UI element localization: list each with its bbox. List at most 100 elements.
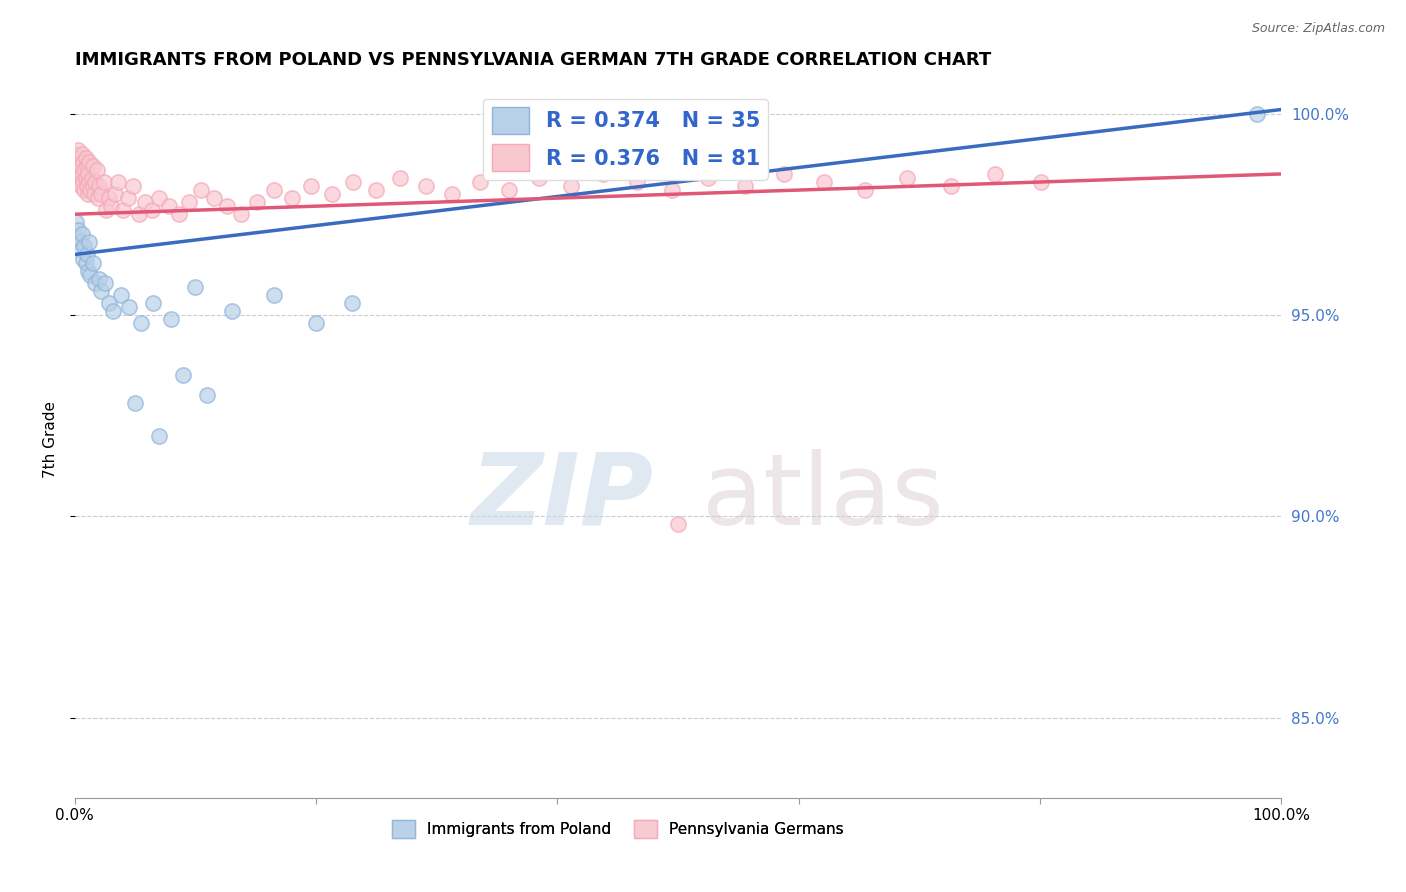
Point: [342, 175, 364, 189]
Point: [70, 146, 93, 161]
Point: [666, 517, 689, 532]
Point: [498, 183, 520, 197]
Point: [415, 179, 437, 194]
Point: [128, 207, 150, 221]
Point: [79, 183, 101, 197]
Text: Source: ZipAtlas.com: Source: ZipAtlas.com: [1251, 22, 1385, 36]
Point: [167, 207, 190, 221]
Point: [246, 195, 269, 210]
Point: [94, 203, 117, 218]
Point: [66, 175, 89, 189]
Point: [76, 159, 98, 173]
Point: [103, 303, 125, 318]
Point: [77, 154, 100, 169]
Point: [100, 199, 122, 213]
Point: [190, 183, 212, 197]
Point: [84, 276, 107, 290]
Point: [626, 175, 648, 189]
Point: [142, 295, 165, 310]
Point: [468, 175, 491, 189]
Point: [1029, 175, 1052, 189]
Point: [77, 235, 100, 250]
Point: [70, 227, 93, 242]
Point: [773, 167, 796, 181]
Point: [592, 167, 614, 181]
Point: [84, 175, 107, 189]
Point: [82, 179, 104, 194]
Y-axis label: 7th Grade: 7th Grade: [44, 401, 58, 478]
Point: [148, 428, 170, 442]
Point: [853, 183, 876, 197]
Point: [281, 191, 304, 205]
Point: [124, 396, 146, 410]
Point: [75, 171, 97, 186]
Point: [299, 179, 322, 194]
Point: [97, 191, 120, 205]
Point: [121, 179, 143, 194]
Point: [67, 163, 90, 178]
Text: atlas: atlas: [702, 449, 943, 546]
Point: [661, 183, 683, 197]
Point: [134, 195, 156, 210]
Point: [148, 191, 170, 205]
Point: [560, 179, 582, 194]
Point: [73, 163, 96, 178]
Point: [305, 316, 328, 330]
Point: [104, 187, 127, 202]
Point: [65, 167, 87, 181]
Point: [69, 159, 91, 173]
Point: [73, 239, 96, 253]
Point: [69, 235, 91, 250]
Point: [76, 247, 98, 261]
Point: [157, 199, 180, 213]
Point: [83, 187, 105, 202]
Point: [141, 203, 163, 218]
Point: [66, 231, 89, 245]
Point: [72, 154, 94, 169]
Point: [1246, 106, 1268, 120]
Point: [69, 151, 91, 165]
Point: [90, 284, 112, 298]
Point: [734, 179, 756, 194]
Legend: Immigrants from Poland, Pennsylvania Germans: Immigrants from Poland, Pennsylvania Ger…: [385, 814, 849, 844]
Point: [896, 171, 918, 186]
Point: [86, 191, 108, 205]
Point: [65, 215, 87, 229]
Point: [342, 295, 364, 310]
Point: [321, 187, 343, 202]
Point: [70, 167, 93, 181]
Point: [69, 171, 91, 186]
Point: [263, 183, 285, 197]
Point: [94, 276, 117, 290]
Point: [984, 167, 1007, 181]
Point: [107, 175, 129, 189]
Point: [117, 191, 139, 205]
Point: [67, 223, 90, 237]
Point: [66, 154, 89, 169]
Point: [77, 187, 100, 202]
Point: [69, 179, 91, 194]
Point: [69, 244, 91, 258]
Point: [67, 143, 90, 157]
Point: [77, 167, 100, 181]
Point: [184, 279, 207, 293]
Point: [263, 287, 285, 301]
Point: [118, 300, 141, 314]
Point: [939, 179, 962, 194]
Point: [77, 263, 100, 277]
Point: [80, 171, 103, 186]
Point: [129, 316, 152, 330]
Point: [93, 175, 115, 189]
Point: [197, 388, 219, 402]
Point: [202, 191, 225, 205]
Point: [366, 183, 388, 197]
Point: [529, 171, 551, 186]
Point: [75, 151, 97, 165]
Point: [73, 183, 96, 197]
Point: [215, 199, 238, 213]
Point: [97, 295, 120, 310]
Point: [110, 287, 132, 301]
Point: [231, 207, 253, 221]
Point: [389, 171, 412, 186]
Point: [160, 312, 183, 326]
